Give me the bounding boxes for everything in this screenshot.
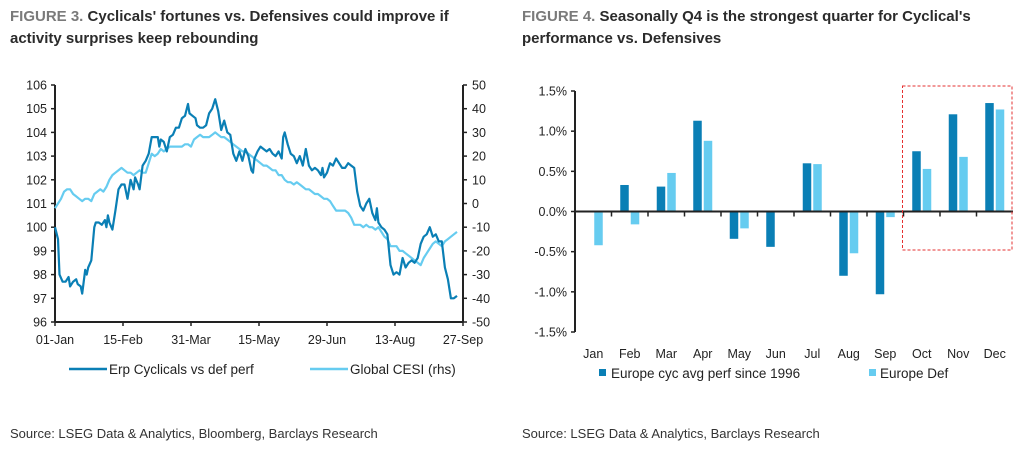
y-tick-label: -1.5% xyxy=(534,326,567,340)
x-tick-label: 27-Sep xyxy=(443,333,483,347)
x-tick-label: Jul xyxy=(804,347,820,361)
right-y-tick-label: -30 xyxy=(472,268,490,282)
y-tick-label: -0.5% xyxy=(534,245,567,259)
bar-sep-cyc xyxy=(875,211,885,295)
legend-label-europe-cyc: Europe cyc avg perf since 1996 xyxy=(611,366,800,381)
bar-nov-def xyxy=(959,156,968,212)
x-tick-label: Jun xyxy=(766,347,786,361)
bar-oct-cyc xyxy=(912,151,921,212)
y-tick-label: 0.5% xyxy=(539,165,568,179)
q4-highlight-box xyxy=(902,85,1013,251)
bar-feb-cyc xyxy=(620,184,629,212)
x-tick-label: 15-May xyxy=(238,333,280,347)
figure3-title-text: Cyclicals' fortunes vs. Defensives could… xyxy=(10,8,449,47)
x-tick-label: Sep xyxy=(874,347,896,361)
bar-aug-cyc xyxy=(839,211,848,276)
y-tick-label: 1.0% xyxy=(539,125,568,139)
bar-dec-cyc xyxy=(985,103,994,212)
bar-apr-cyc xyxy=(693,120,702,212)
x-tick-label: Mar xyxy=(655,347,677,361)
x-tick-label: 29-Jun xyxy=(308,333,346,347)
y-tick-label: 0.0% xyxy=(539,205,568,219)
right-y-tick-label: 40 xyxy=(472,102,486,116)
right-y-tick-label: -50 xyxy=(472,316,490,330)
left-y-tick-label: 103 xyxy=(26,150,47,164)
legend-label-europe-def: Europe Def xyxy=(880,366,949,381)
x-tick-label: Aug xyxy=(838,347,860,361)
bar-jul-cyc xyxy=(802,163,812,212)
left-y-tick-label: 106 xyxy=(26,79,47,93)
series-line-global-cesi xyxy=(54,131,458,267)
figure4-title: FIGURE 4. Seasonally Q4 is the strongest… xyxy=(522,6,1012,50)
bar-nov-cyc xyxy=(948,114,958,212)
left-y-tick-label: 96 xyxy=(33,316,47,330)
y-tick-label: -1.0% xyxy=(534,285,567,299)
right-y-tick-label: 20 xyxy=(472,150,486,164)
x-tick-label: May xyxy=(727,347,751,361)
right-y-tick-label: 50 xyxy=(472,79,486,93)
left-y-tick-label: 97 xyxy=(33,292,47,306)
left-y-tick-label: 99 xyxy=(33,244,47,258)
right-y-tick-label: 0 xyxy=(472,197,479,211)
legend-label-global-cesi: Global CESI (rhs) xyxy=(350,362,456,377)
x-tick-label: 13-Aug xyxy=(375,333,415,347)
y-tick-label: 1.5% xyxy=(539,85,568,99)
bar-feb-def xyxy=(630,211,640,225)
left-y-tick-label: 98 xyxy=(33,268,47,282)
figure3-source: Source: LSEG Data & Analytics, Bloomberg… xyxy=(10,426,378,441)
figure4-number: FIGURE 4. xyxy=(522,8,596,25)
line-chart: 96979899100101102103104105106-50-40-30-2… xyxy=(26,79,490,378)
x-tick-label: Jan xyxy=(583,347,603,361)
right-y-tick-label: 30 xyxy=(472,126,486,140)
legend-label-erp-cyclicals: Erp Cyclicals vs def perf xyxy=(109,362,254,377)
series-line-erp-cyclicals xyxy=(53,98,458,300)
figure3-number: FIGURE 3. xyxy=(10,8,84,25)
right-y-tick-label: 10 xyxy=(472,173,486,187)
bar-may-def xyxy=(740,211,749,229)
left-y-tick-label: 100 xyxy=(26,221,47,235)
x-tick-label: Feb xyxy=(619,347,641,361)
x-tick-label: Oct xyxy=(912,347,932,361)
figure3-title: FIGURE 3. Cyclicals' fortunes vs. Defens… xyxy=(10,6,500,50)
bar-dec-def xyxy=(995,109,1005,212)
legend-swatch-europe-def xyxy=(869,369,876,376)
right-y-tick-label: -10 xyxy=(472,221,490,235)
left-y-tick-label: 101 xyxy=(26,197,47,211)
bar-jan-def xyxy=(594,211,603,246)
x-tick-label: 31-Mar xyxy=(171,333,211,347)
bar-may-cyc xyxy=(729,211,739,239)
bar-sep-def xyxy=(886,211,895,218)
x-tick-label: Apr xyxy=(693,347,712,361)
figure4-title-text: Seasonally Q4 is the strongest quarter f… xyxy=(522,8,971,47)
right-y-tick-label: -20 xyxy=(472,244,490,258)
left-y-tick-label: 105 xyxy=(26,102,47,116)
x-tick-label: Nov xyxy=(947,347,970,361)
bar-apr-def xyxy=(703,140,713,212)
figure4-source: Source: LSEG Data & Analytics, Barclays … xyxy=(522,426,820,441)
bar-mar-def xyxy=(667,172,676,212)
bar-aug-def xyxy=(849,211,859,254)
bar-oct-def xyxy=(922,168,932,212)
bar-chart: -1.5% -1.0% -0.5% 0.0% 0.5% 1.0% 1.5% Jan Feb Mar… xyxy=(534,85,1013,381)
left-y-tick-label: 104 xyxy=(26,126,47,140)
x-tick-label: 15-Feb xyxy=(103,333,143,347)
x-tick-label: 01-Jan xyxy=(36,333,74,347)
bar-jun-cyc xyxy=(766,211,775,247)
bar-jul-def xyxy=(813,164,822,212)
right-y-tick-label: -40 xyxy=(472,292,490,306)
left-y-tick-label: 102 xyxy=(26,173,47,187)
bar-mar-cyc xyxy=(656,186,666,212)
x-tick-label: Dec xyxy=(984,347,1006,361)
legend-swatch-europe-cyc xyxy=(599,369,606,376)
